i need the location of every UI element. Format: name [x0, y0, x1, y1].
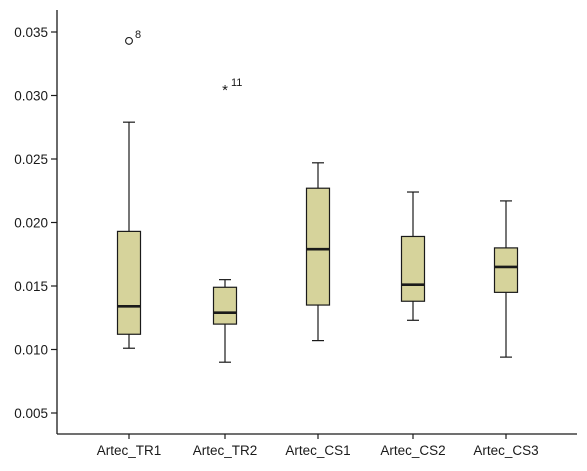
y-tick-label: 0.010 — [14, 343, 48, 358]
x-category-label: Artec_CS1 — [285, 443, 350, 458]
y-tick-label: 0.015 — [14, 279, 48, 294]
box-group — [400, 191, 426, 321]
x-category-label: Artec_TR2 — [193, 443, 258, 458]
y-tick-label: 0.025 — [14, 152, 48, 167]
iqr-box — [212, 286, 238, 325]
box-group — [305, 162, 331, 342]
x-category-label: Artec_TR1 — [97, 443, 162, 458]
iqr-box — [305, 187, 331, 306]
x-category-label: Artec_CS3 — [473, 443, 538, 458]
box-group — [212, 279, 238, 363]
outlier-circle — [125, 36, 133, 45]
plot-layer: * — [116, 36, 519, 363]
label-layer: 0.005 0.010 0.015 0.020 0.025 0.030 0.035 Artec… — [14, 25, 538, 458]
box-group — [116, 121, 142, 349]
y-tick-label: 0.030 — [14, 89, 48, 104]
iqr-box — [493, 247, 519, 293]
iqr-box — [116, 230, 142, 335]
extreme-outlier-star: * — [222, 82, 228, 99]
iqr-box — [400, 235, 426, 302]
outlier-case-label: 8 — [135, 29, 141, 41]
y-tick-label: 0.005 — [14, 406, 48, 421]
x-category-label: Artec_CS2 — [380, 443, 445, 458]
y-tick-label: 0.020 — [14, 216, 48, 231]
axes-layer — [51, 10, 577, 439]
box-group — [493, 200, 519, 358]
y-tick-label: 0.035 — [14, 25, 48, 40]
outlier-case-label: 11 — [231, 77, 242, 89]
